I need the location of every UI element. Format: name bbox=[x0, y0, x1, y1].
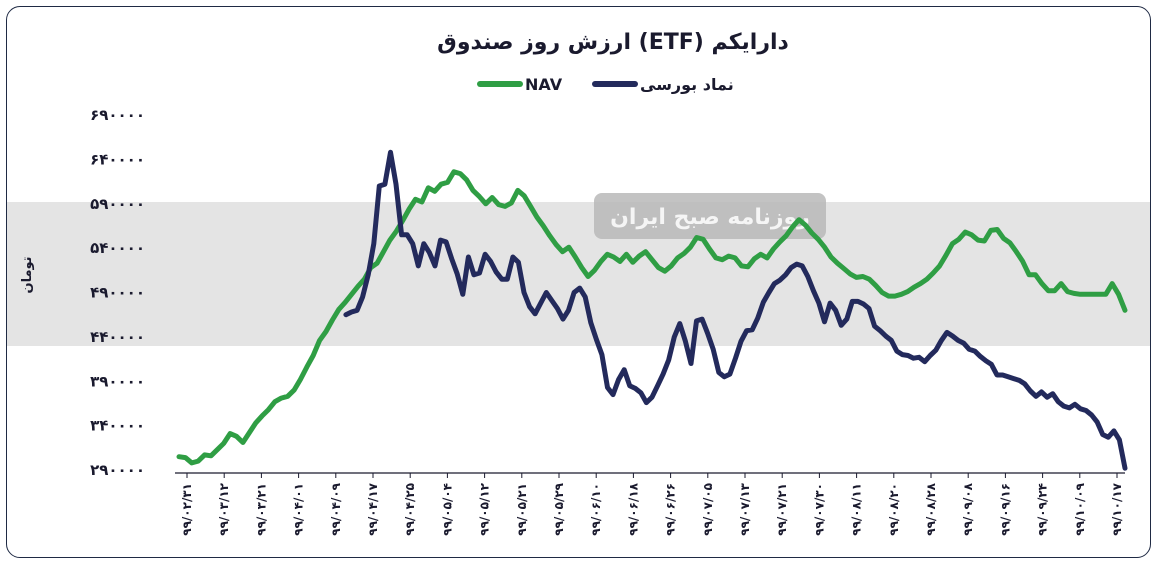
x-tick-label: ۹۹/۰۵/۰۴ bbox=[440, 483, 454, 536]
series-line-symbol bbox=[343, 149, 1128, 471]
x-tick-label: ۹۹/۰۳/۱۲ bbox=[217, 482, 231, 535]
y-tick-label: ۳۹۰۰۰۰ bbox=[90, 372, 145, 390]
x-tick-label: ۹۹/۰۸/۱۱ bbox=[850, 483, 864, 536]
x-tick-label: ۹۹/۰۸/۲۰ bbox=[887, 483, 901, 536]
y-tick-label: ۵۹۰۰۰۰ bbox=[90, 195, 145, 213]
x-axis-ticks: ۹۹/۰۲/۳۱ ۹۹/۰۳/۱۲ ۹۹/۰۳/۲۱ ۹۹/۰۴/۰۱ ۹۹/۰۴/۰۹… bbox=[180, 473, 1124, 536]
x-tick-label: ۹۹/۱۰/۰۹ bbox=[1073, 482, 1087, 535]
x-tick-label: ۹۹/۰۶/۲۶ bbox=[664, 483, 678, 536]
x-tick-label: ۹۹/۰۴/۰۱ bbox=[292, 483, 306, 536]
line-chart: روزنامه صبح ایران ارزش روز صندوق (ETF) د… bbox=[7, 30, 1150, 536]
series-line-nav bbox=[176, 169, 1128, 466]
y-axis-ticks: ۲۹۰۰۰۰ ۳۴۰۰۰۰ ۳۹۰۰۰۰ ۴۴۰۰۰۰ ۴۹۰۰۰۰ ۵۴۰۰۰۰ ۵۹۰۰… bbox=[90, 106, 145, 479]
y-axis-label: تومان bbox=[20, 256, 35, 293]
chart-title: ارزش روز صندوق (ETF) دارایکم bbox=[437, 30, 789, 55]
x-tick-label: ۹۹/۰۴/۱۷ bbox=[366, 482, 380, 535]
y-tick-label: ۶۴۰۰۰۰ bbox=[90, 150, 145, 168]
x-tick-label: ۹۹/۰۸/۲۸ bbox=[924, 482, 938, 535]
y-tick-label: ۳۴۰۰۰۰ bbox=[90, 417, 145, 435]
series-layer bbox=[176, 149, 1128, 471]
x-tick-label: ۹۹/۰۲/۳۱ bbox=[180, 483, 194, 536]
chart-background: روزنامه صبح ایران bbox=[7, 193, 1150, 346]
y-tick-label: ۵۴۰۰۰۰ bbox=[90, 239, 145, 257]
x-tick-label: ۹۹/۰۹/۲۴ bbox=[1036, 483, 1050, 536]
x-tick-label: ۹۹/۰۷/۱۳ bbox=[738, 482, 752, 535]
x-tick-label: ۹۹/۰۹/۰۸ bbox=[961, 482, 975, 535]
legend: NAV نماد بورسی bbox=[477, 75, 734, 94]
x-tick-label: ۹۹/۰۴/۲۵ bbox=[403, 483, 417, 536]
x-tick-label: ۹۹/۰۵/۲۹ bbox=[552, 482, 566, 535]
x-tick-label: ۹۹/۰۵/۲۱ bbox=[515, 483, 529, 536]
x-tick-label: ۹۹/۰۶/۱۸ bbox=[626, 482, 640, 535]
x-tick-label: ۹۹/۰۵/۱۲ bbox=[478, 482, 492, 535]
y-tick-label: ۶۹۰۰۰۰ bbox=[90, 106, 145, 124]
x-tick-label: ۹۹/۰۳/۲۱ bbox=[254, 483, 268, 536]
legend-label-nav: NAV bbox=[525, 75, 563, 94]
x-tick-label: ۹۹/۰۴/۰۹ bbox=[329, 482, 343, 535]
y-tick-label: ۲۹۰۰۰۰ bbox=[90, 461, 145, 479]
watermark-band bbox=[7, 202, 1150, 346]
legend-label-symbol: نماد بورسی bbox=[640, 75, 734, 94]
watermark-text: روزنامه صبح ایران bbox=[610, 205, 810, 230]
x-tick-label: ۹۹/۱۰/۱۷ bbox=[1110, 482, 1124, 535]
x-tick-label: ۹۹/۰۷/۳۰ bbox=[812, 483, 826, 536]
x-tick-label: ۹۹/۰۶/۱۰ bbox=[589, 483, 603, 536]
x-tick-label: ۹۹/۰۷/۰۵ bbox=[701, 483, 715, 536]
legend-item-symbol: نماد بورسی bbox=[592, 75, 734, 94]
chart-frame: روزنامه صبح ایران ارزش روز صندوق (ETF) د… bbox=[6, 6, 1151, 558]
x-tick-label: ۹۹/۰۷/۲۱ bbox=[775, 483, 789, 536]
y-tick-label: ۴۴۰۰۰۰ bbox=[90, 328, 145, 346]
x-tick-label: ۹۹/۰۹/۱۶ bbox=[998, 483, 1012, 536]
legend-item-nav: NAV bbox=[477, 75, 563, 94]
y-tick-label: ۴۹۰۰۰۰ bbox=[90, 284, 145, 302]
watermark-badge bbox=[594, 193, 826, 239]
